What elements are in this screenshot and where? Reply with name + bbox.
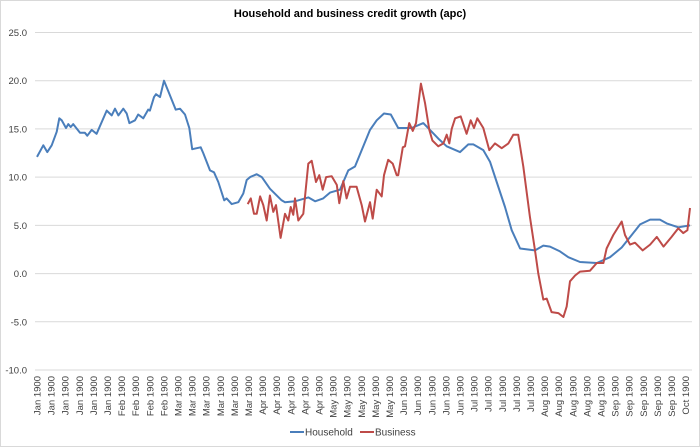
y-tick-label: 0.0 bbox=[14, 269, 27, 280]
x-tick-label: Jul 1900 bbox=[526, 376, 537, 412]
x-tick-label: Mar 1900 bbox=[174, 376, 185, 416]
x-tick-label: Jan 1900 bbox=[33, 376, 44, 415]
x-tick-label: Mar 1900 bbox=[244, 376, 255, 416]
x-tick-label: May 1900 bbox=[343, 376, 354, 418]
x-tick-label: Aug 1900 bbox=[540, 376, 551, 417]
y-tick-label: -10.0 bbox=[5, 366, 27, 377]
x-tick-label: Jun 1900 bbox=[413, 376, 424, 415]
x-tick-label: Jan 1900 bbox=[75, 376, 86, 415]
x-tick-label: Feb 1900 bbox=[145, 376, 156, 416]
x-tick-label: May 1900 bbox=[329, 376, 340, 418]
legend-label-household: Household bbox=[305, 428, 353, 439]
x-tick-label: Apr 1900 bbox=[272, 376, 283, 415]
x-tick-label: Sep 1900 bbox=[625, 376, 636, 417]
x-tick-label: Sep 1900 bbox=[653, 376, 664, 417]
x-tick-label: Mar 1900 bbox=[202, 376, 213, 416]
x-tick-label: Jan 1900 bbox=[103, 376, 114, 415]
series-line-household bbox=[36, 79, 691, 264]
x-tick-label: Jul 1900 bbox=[498, 376, 509, 412]
y-tick-label: -5.0 bbox=[11, 317, 27, 328]
x-tick-label: Mar 1900 bbox=[230, 376, 241, 416]
x-tick-label: Jun 1900 bbox=[427, 376, 438, 415]
x-tick-label: Apr 1900 bbox=[315, 376, 326, 415]
x-tick-label: Oct 1900 bbox=[681, 376, 692, 415]
y-tick-label: 20.0 bbox=[9, 76, 28, 87]
x-tick-label: Jan 1900 bbox=[47, 376, 58, 415]
x-tick-label: May 1900 bbox=[371, 376, 382, 418]
x-tick-label: Aug 1900 bbox=[582, 376, 593, 417]
x-tick-label: May 1900 bbox=[385, 376, 396, 418]
x-tick-label: Jan 1900 bbox=[61, 376, 72, 415]
y-tick-label: 5.0 bbox=[14, 221, 27, 232]
x-tick-label: Sep 1900 bbox=[611, 376, 622, 417]
x-tick-label: Aug 1900 bbox=[554, 376, 565, 417]
x-tick-label: Feb 1900 bbox=[159, 376, 170, 416]
x-tick-label: Jul 1900 bbox=[484, 376, 495, 412]
x-tick-label: Aug 1900 bbox=[568, 376, 579, 417]
x-tick-label: Sep 1900 bbox=[639, 376, 650, 417]
x-tick-label: Apr 1900 bbox=[258, 376, 269, 415]
x-tick-label: Aug 1900 bbox=[597, 376, 608, 417]
x-tick-label: Apr 1900 bbox=[300, 376, 311, 415]
x-tick-label: Jun 1900 bbox=[456, 376, 467, 415]
x-tick-label: Jun 1900 bbox=[399, 376, 410, 415]
legend: Household Business bbox=[290, 428, 416, 439]
x-tick-label: Sep 1900 bbox=[667, 376, 678, 417]
x-tick-label: Jun 1900 bbox=[441, 376, 452, 415]
chart-title: Household and business credit growth (ap… bbox=[234, 8, 467, 20]
y-axis: 25.0 20.0 15.0 10.0 5.0 0.0 -5.0 -10.0 bbox=[5, 28, 27, 377]
x-tick-label: Jul 1900 bbox=[512, 376, 523, 412]
series-lines bbox=[36, 79, 691, 318]
y-tick-label: 25.0 bbox=[9, 28, 28, 39]
x-tick-label: Mar 1900 bbox=[216, 376, 227, 416]
x-tick-label: May 1900 bbox=[357, 376, 368, 418]
x-tick-label: Feb 1900 bbox=[117, 376, 128, 416]
x-tick-label: Jan 1900 bbox=[89, 376, 100, 415]
x-tick-label: Mar 1900 bbox=[188, 376, 199, 416]
y-tick-label: 10.0 bbox=[9, 173, 28, 184]
y-tick-label: 15.0 bbox=[9, 124, 28, 135]
x-tick-label: Apr 1900 bbox=[286, 376, 297, 415]
legend-label-business: Business bbox=[375, 428, 416, 439]
x-tick-label: Jul 1900 bbox=[470, 376, 481, 412]
gridlines bbox=[35, 32, 692, 371]
x-tick-label: Feb 1900 bbox=[131, 376, 142, 416]
x-axis: Jan 1900 Jan 1900 Jan 1900 Jan 1900 Jan 1900… bbox=[33, 376, 693, 418]
series-line-business bbox=[246, 82, 691, 318]
